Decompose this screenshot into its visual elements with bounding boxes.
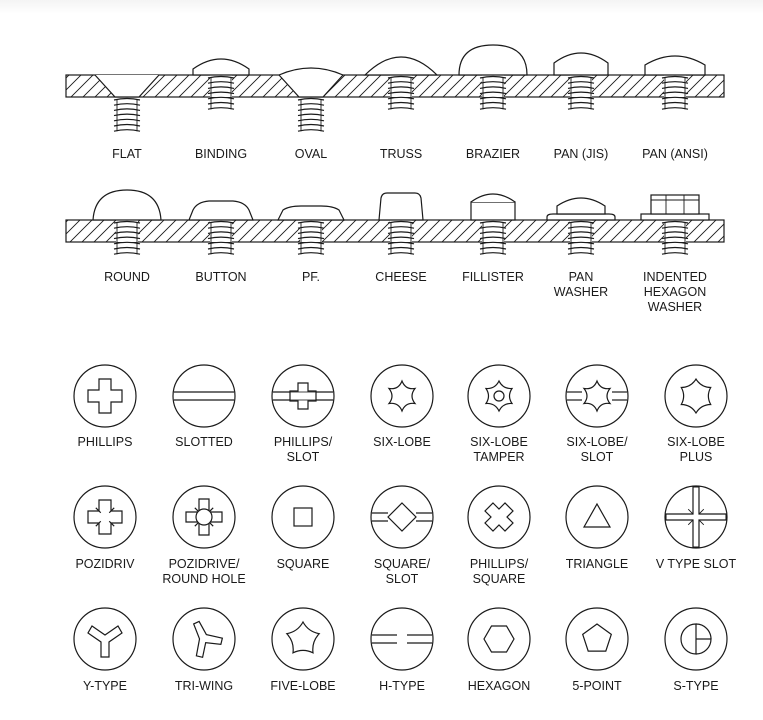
round-label: ROUND — [104, 270, 150, 284]
six-lobe-tamper-label: TAMPER — [473, 450, 524, 464]
s-type-label: S-TYPE — [673, 679, 718, 693]
y-type-drive-icon — [73, 607, 137, 671]
5-point-drive-icon — [565, 607, 629, 671]
slotted-label: SLOTTED — [175, 435, 233, 449]
triangle-drive-icon — [565, 485, 629, 549]
button-head-profile — [188, 200, 254, 255]
flat-head-profile — [94, 74, 160, 132]
six-lobe-plus-label: PLUS — [680, 450, 713, 464]
slotted-drive-icon — [172, 364, 236, 428]
pan-ansi-label: PAN (ANSI) — [642, 147, 708, 161]
triangle-label: TRIANGLE — [566, 557, 629, 571]
button-label: BUTTON — [195, 270, 246, 284]
flat-label: FLAT — [112, 147, 142, 161]
pozidrive-round-hole-label: ROUND HOLE — [162, 572, 245, 586]
tri-wing-label: TRI-WING — [175, 679, 233, 693]
six-lobe-plus-drive-icon — [664, 364, 728, 428]
phillips-square-label: SQUARE — [473, 572, 526, 586]
oval-head-profile — [278, 67, 344, 132]
pan-washer-head-profile — [546, 197, 616, 255]
pan-jis-label: PAN (JIS) — [554, 147, 609, 161]
y-type-label: Y-TYPE — [83, 679, 127, 693]
cheese-label: CHEESE — [375, 270, 426, 284]
pozidriv-drive-icon — [73, 485, 137, 549]
phillips-slot-drive-icon — [271, 364, 335, 428]
round-head-profile — [92, 189, 162, 255]
six-lobe-slot-drive-icon — [565, 364, 629, 428]
hexagon-drive-icon — [467, 607, 531, 671]
pan-ansi-head-profile — [644, 55, 706, 110]
square-slot-drive-icon — [370, 485, 434, 549]
truss-label: TRUSS — [380, 147, 422, 161]
pozidrive-round-hole-drive-icon — [172, 485, 236, 549]
phillips-slot-label: PHILLIPS/ — [274, 435, 333, 449]
indented-hexagon-washer-label: HEXAGON — [644, 285, 707, 299]
fillister-head-profile — [470, 193, 516, 255]
indented-hexagon-washer-head-profile — [640, 194, 710, 255]
phillips-square-label: PHILLIPS/ — [470, 557, 529, 571]
phillips-slot-label: SLOT — [287, 450, 320, 464]
phillips-drive-icon — [73, 364, 137, 428]
fillister-label: FILLISTER — [462, 270, 524, 284]
pozidrive-round-hole-label: POZIDRIVE/ — [169, 557, 240, 571]
pozidriv-label: POZIDRIV — [75, 557, 135, 571]
truss-head-profile — [363, 56, 439, 110]
pf-head-profile — [277, 205, 345, 255]
cheese-head-profile — [378, 192, 424, 255]
v-type-slot-label: V TYPE SLOT — [656, 557, 737, 571]
square-drive-icon — [271, 485, 335, 549]
brazier-label: BRAZIER — [466, 147, 520, 161]
binding-label: BINDING — [195, 147, 247, 161]
six-lobe-slot-label: SIX-LOBE/ — [566, 435, 628, 449]
hexagon-label: HEXAGON — [468, 679, 531, 693]
square-slot-label: SLOT — [386, 572, 419, 586]
five-lobe-drive-icon — [271, 607, 335, 671]
six-lobe-label: SIX-LOBE — [373, 435, 431, 449]
square-slot-label: SQUARE/ — [374, 557, 431, 571]
5-point-label: 5-POINT — [572, 679, 622, 693]
phillips-label: PHILLIPS — [78, 435, 133, 449]
indented-hexagon-washer-label: INDENTED — [643, 270, 707, 284]
pf-label: PF. — [302, 270, 320, 284]
h-type-drive-icon — [370, 607, 434, 671]
six-lobe-tamper-label: SIX-LOBE — [470, 435, 528, 449]
indented-hexagon-washer-label: WASHER — [648, 300, 702, 314]
pan-jis-head-profile — [553, 52, 609, 110]
six-lobe-plus-label: SIX-LOBE — [667, 435, 725, 449]
oval-label: OVAL — [295, 147, 327, 161]
phillips-square-drive-icon — [467, 485, 531, 549]
six-lobe-tamper-drive-icon — [467, 364, 531, 428]
tri-wing-drive-icon — [172, 607, 236, 671]
top-shadow — [0, 0, 763, 14]
v-type-slot-drive-icon — [664, 485, 728, 549]
pan-washer-label: PAN — [569, 270, 594, 284]
six-lobe-drive-icon — [370, 364, 434, 428]
five-lobe-label: FIVE-LOBE — [270, 679, 335, 693]
brazier-head-profile — [458, 44, 528, 110]
square-label: SQUARE — [277, 557, 330, 571]
pan-washer-label: WASHER — [554, 285, 608, 299]
six-lobe-slot-label: SLOT — [581, 450, 614, 464]
h-type-label: H-TYPE — [379, 679, 425, 693]
s-type-drive-icon — [664, 607, 728, 671]
binding-head-profile — [192, 58, 250, 110]
